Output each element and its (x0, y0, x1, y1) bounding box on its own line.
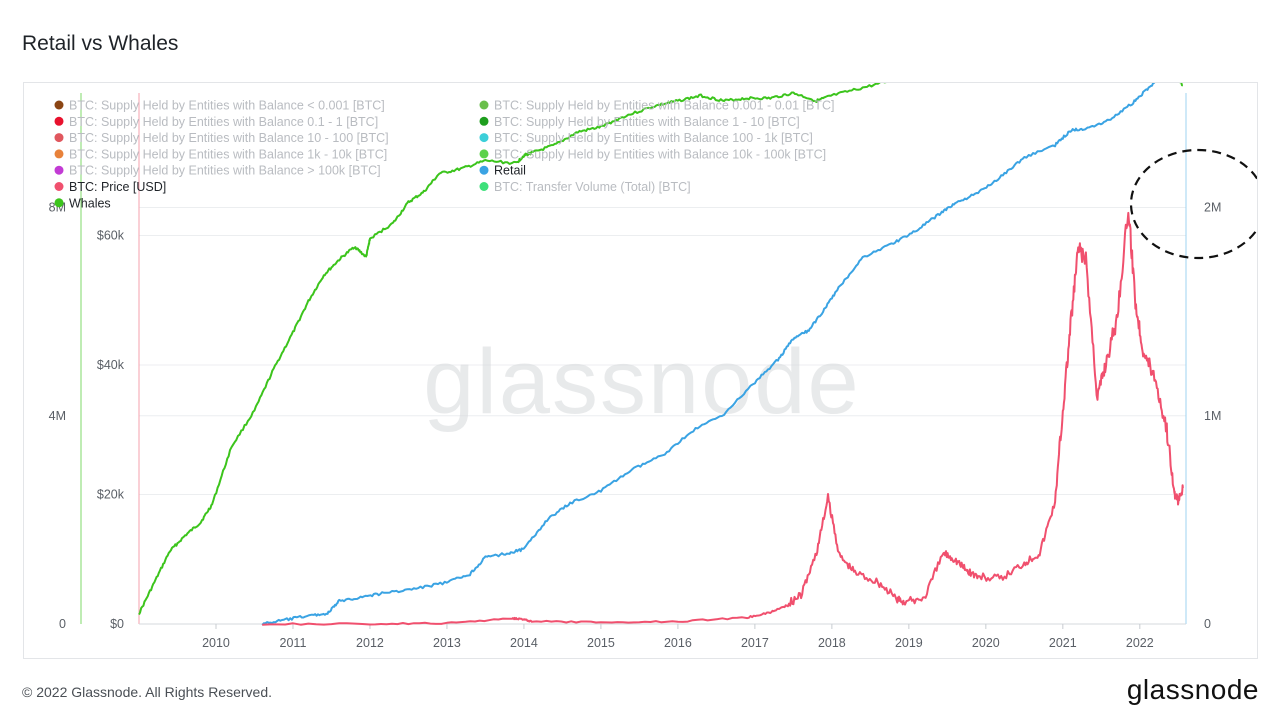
legend-label-7: BTC: Supply Held by Entities with Balanc… (494, 147, 826, 161)
legend-item-6[interactable]: BTC: Supply Held by Entities with Balanc… (54, 147, 388, 161)
legend-label-3: BTC: Supply Held by Entities with Balanc… (494, 115, 800, 129)
legend-label-0: BTC: Supply Held by Entities with Balanc… (69, 99, 385, 113)
y-outer-tick-0: 0 (59, 617, 66, 631)
legend-item-9[interactable]: Retail (479, 164, 526, 178)
series-line-whales (138, 83, 1184, 616)
chart-frame: glassnode 0 4M 8M $0 $20k $40k $60k 0 1M 2M 2010 20… (23, 82, 1258, 659)
legend-item-2[interactable]: BTC: Supply Held by Entities with Balanc… (54, 115, 379, 129)
legend-label-12: Whales (69, 196, 111, 210)
x-tick-5: 2015 (587, 636, 615, 650)
legend-item-4[interactable]: BTC: Supply Held by Entities with Balanc… (54, 131, 389, 145)
footer-copyright: © 2022 Glassnode. All Rights Reserved. (22, 684, 273, 700)
legend-marker-11 (479, 182, 489, 191)
legend-marker-2 (54, 116, 64, 126)
x-tick-9: 2019 (895, 636, 923, 650)
glassnode-logo: glassnode (1126, 674, 1259, 705)
legend: BTC: Supply Held by Entities with Balanc… (54, 99, 835, 210)
highlight-ellipse (1129, 148, 1257, 260)
legend-marker-9 (479, 165, 489, 175)
legend-item-8[interactable]: BTC: Supply Held by Entities with Balanc… (54, 164, 381, 178)
legend-item-7[interactable]: BTC: Supply Held by Entities with Balanc… (479, 147, 827, 161)
page-title: Retail vs Whales (22, 32, 179, 55)
x-tick-7: 2017 (741, 636, 769, 650)
x-tick-12: 2022 (1126, 636, 1154, 650)
series-group (138, 83, 1184, 626)
x-tick-6: 2016 (664, 636, 692, 650)
legend-marker-0 (54, 100, 64, 110)
series-line-retail (261, 83, 1156, 626)
legend-label-10: BTC: Price [USD] (69, 180, 166, 194)
legend-label-1: BTC: Supply Held by Entities with Balanc… (494, 99, 834, 113)
y-price-tick-3: $60k (97, 228, 125, 242)
legend-item-1[interactable]: BTC: Supply Held by Entities with Balanc… (479, 99, 835, 113)
legend-marker-6 (54, 149, 64, 159)
y-right-tick-1: 1M (1204, 409, 1221, 423)
y-price-tick-1: $20k (97, 487, 125, 501)
legend-label-11: BTC: Transfer Volume (Total) [BTC] (494, 180, 691, 194)
legend-item-5[interactable]: BTC: Supply Held by Entities with Balanc… (479, 131, 813, 145)
x-tick-3: 2013 (433, 636, 461, 650)
legend-label-4: BTC: Supply Held by Entities with Balanc… (69, 131, 389, 145)
y-price-tick-2: $40k (97, 358, 125, 372)
legend-item-0[interactable]: BTC: Supply Held by Entities with Balanc… (54, 99, 385, 113)
y-outer-tick-1: 4M (49, 409, 66, 423)
legend-marker-8 (54, 165, 64, 175)
y-right-tick-0: 0 (1204, 617, 1211, 631)
x-tick-1: 2011 (280, 636, 307, 650)
legend-item-12[interactable]: Whales (54, 196, 111, 210)
legend-label-8: BTC: Supply Held by Entities with Balanc… (69, 164, 381, 178)
legend-marker-3 (479, 116, 489, 126)
y-price-tick-0: $0 (110, 617, 124, 631)
legend-marker-5 (479, 133, 489, 143)
legend-item-10[interactable]: BTC: Price [USD] (54, 180, 167, 194)
x-tick-11: 2021 (1049, 636, 1077, 650)
x-tick-2: 2012 (356, 636, 384, 650)
legend-marker-7 (479, 149, 489, 159)
legend-marker-10 (54, 182, 64, 191)
legend-label-9: Retail (494, 164, 526, 178)
series-line-btc-price-usd (262, 211, 1184, 626)
legend-marker-1 (479, 100, 489, 110)
x-tick-4: 2014 (510, 636, 538, 650)
x-tick-8: 2018 (818, 636, 846, 650)
legend-item-11[interactable]: BTC: Transfer Volume (Total) [BTC] (479, 180, 691, 194)
x-tick-10: 2020 (972, 636, 1000, 650)
legend-label-6: BTC: Supply Held by Entities with Balanc… (69, 147, 387, 161)
watermark: glassnode (423, 331, 860, 433)
legend-label-2: BTC: Supply Held by Entities with Balanc… (69, 115, 378, 129)
legend-label-5: BTC: Supply Held by Entities with Balanc… (494, 131, 813, 145)
legend-marker-12 (54, 198, 64, 208)
y-right-tick-2: 2M (1204, 201, 1221, 215)
legend-marker-4 (54, 133, 64, 143)
x-tick-0: 2010 (202, 636, 230, 650)
legend-item-3[interactable]: BTC: Supply Held by Entities with Balanc… (479, 115, 800, 129)
